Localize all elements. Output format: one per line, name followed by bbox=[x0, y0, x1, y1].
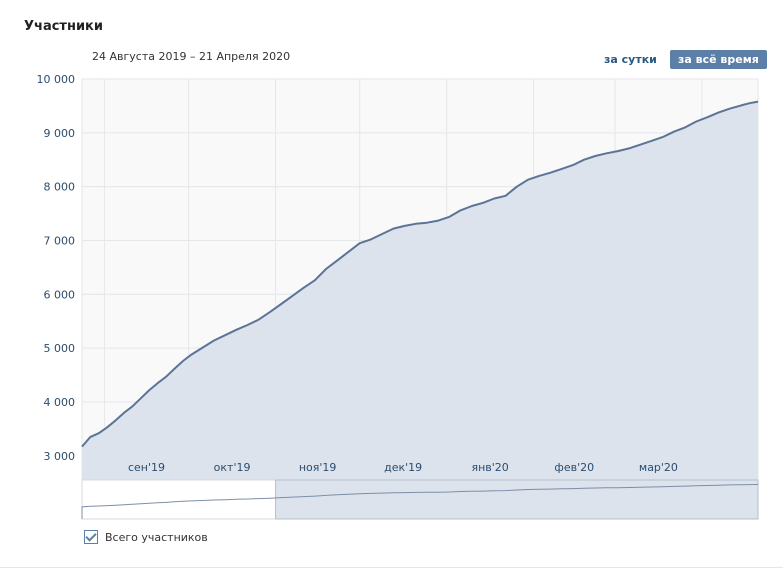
y-axis-labels: 3 000 4 000 5 000 6 000 7 000 8 000 9 000 10 00… bbox=[37, 73, 76, 463]
navigator-line bbox=[81, 484, 759, 519]
navigator[interactable] bbox=[81, 479, 759, 520]
members-area-fill bbox=[82, 101, 758, 480]
members-line[interactable] bbox=[81, 100, 759, 448]
page-title: Участники bbox=[24, 19, 103, 34]
checkbox-checked-icon[interactable] bbox=[84, 530, 98, 544]
y-tick-label: 4 000 bbox=[44, 396, 76, 409]
x-tick-label: дек'19 bbox=[384, 461, 422, 474]
x-axis-labels: сен'19 окт'19 ноя'19 дек'19 янв'20 фев'20 мар'… bbox=[128, 461, 678, 474]
y-tick-label: 8 000 bbox=[44, 181, 76, 194]
period-all-time-button[interactable]: за всё время bbox=[670, 50, 767, 69]
date-range-label: 24 Августа 2019 – 21 Апреля 2020 bbox=[92, 50, 291, 63]
y-tick-label: 3 000 bbox=[44, 450, 76, 463]
y-tick-label: 10 000 bbox=[37, 73, 76, 86]
x-tick-label: янв'20 bbox=[471, 461, 508, 474]
x-tick-label: ноя'19 bbox=[299, 461, 337, 474]
members-chart: 3 000 4 000 5 000 6 000 7 000 8 000 9 000 10 00… bbox=[37, 73, 759, 520]
legend-label: Всего участников bbox=[105, 530, 208, 544]
period-day-button[interactable]: за сутки bbox=[604, 53, 657, 66]
y-tick-label: 5 000 bbox=[44, 342, 76, 355]
divider bbox=[0, 567, 783, 568]
legend-toggle[interactable]: Всего участников bbox=[84, 529, 208, 545]
x-tick-label: мар'20 bbox=[639, 461, 678, 474]
y-tick-label: 7 000 bbox=[44, 234, 76, 247]
x-tick-label: фев'20 bbox=[554, 461, 594, 474]
plot-area bbox=[81, 78, 759, 481]
x-tick-label: окт'19 bbox=[214, 461, 251, 474]
y-tick-label: 6 000 bbox=[44, 288, 76, 301]
x-tick-label: сен'19 bbox=[128, 461, 165, 474]
y-tick-label: 9 000 bbox=[44, 127, 76, 140]
